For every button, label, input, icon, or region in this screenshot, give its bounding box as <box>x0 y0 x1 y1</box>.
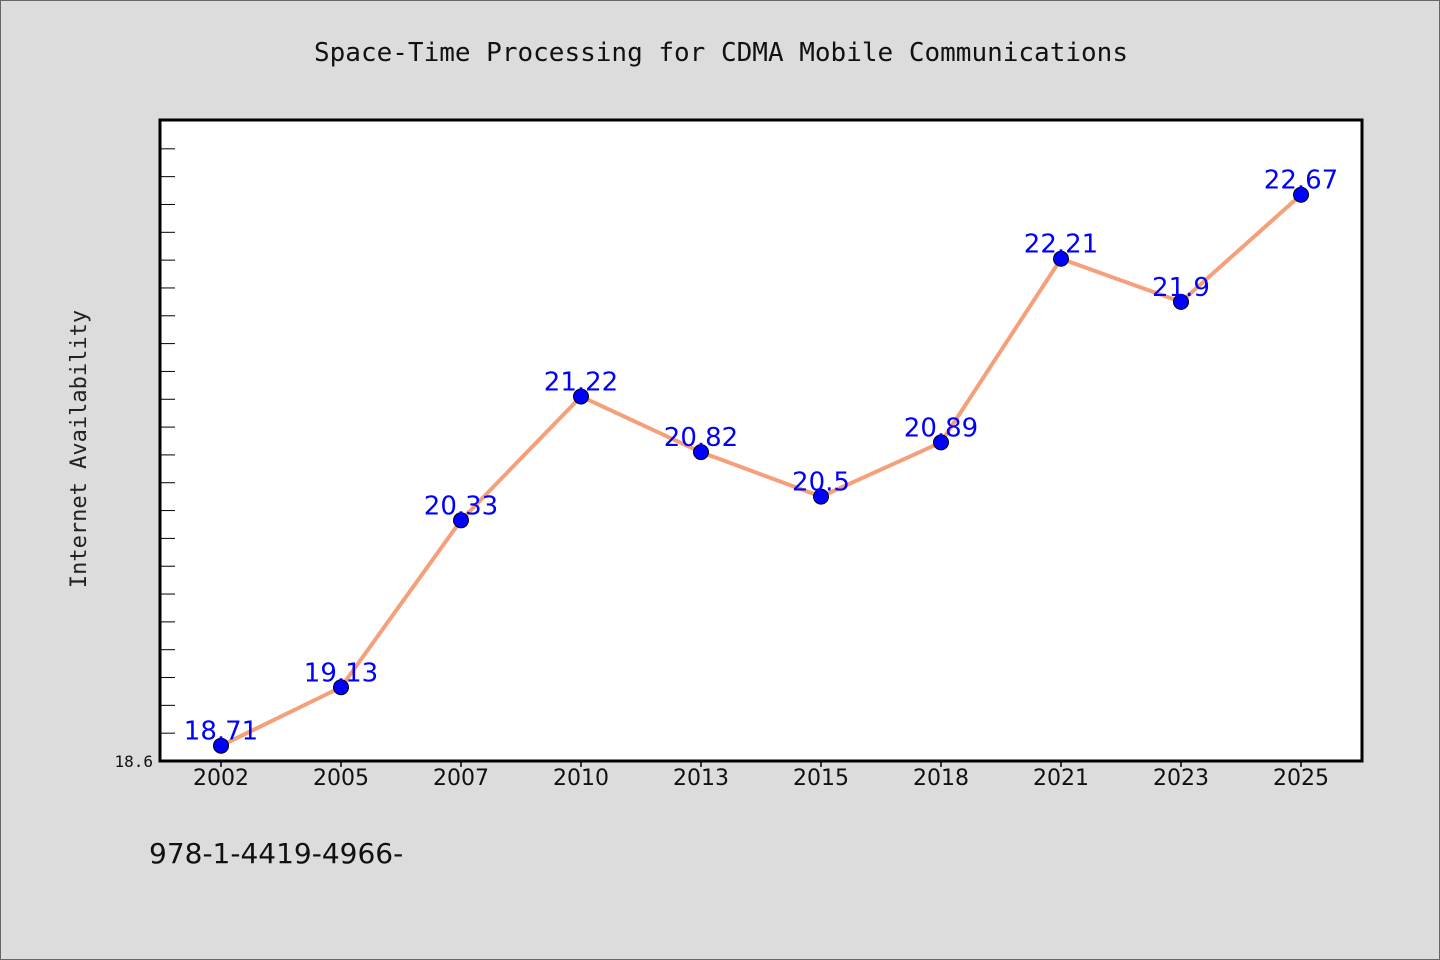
y-axis-label: Internet Availability <box>67 310 92 588</box>
x-tick-label: 2025 <box>1273 766 1329 791</box>
x-tick-label: 2015 <box>793 766 849 791</box>
data-label: 18.71 <box>184 717 258 747</box>
data-point <box>213 737 229 754</box>
series-group <box>213 186 1309 754</box>
x-tick-label: 2005 <box>313 766 369 791</box>
data-point <box>693 444 709 461</box>
x-tick-label: 2002 <box>193 766 249 791</box>
data-label: 20.89 <box>904 413 978 443</box>
x-tick-label: 2010 <box>553 766 609 791</box>
data-point <box>1173 293 1189 310</box>
axis-ticks: 18.6 2002 2005 2007 2010 2013 2015 2018 2021 2023… <box>114 120 1329 791</box>
data-point <box>813 488 829 505</box>
chart-title: Space-Time Processing for CDMA Mobile Co… <box>314 38 1128 68</box>
x-tick-label: 2013 <box>673 766 729 791</box>
data-point <box>1293 186 1309 203</box>
data-label: 22.67 <box>1264 166 1338 196</box>
y-tick-label: 18.6 <box>114 752 153 771</box>
data-point <box>333 679 349 696</box>
plot-area <box>158 118 1364 763</box>
data-point <box>573 388 589 405</box>
data-labels: 18.71 19.13 20.33 21.22 20.82 20.5 20.89 22.21 2… <box>184 166 1338 747</box>
data-label: 21.22 <box>544 367 618 397</box>
series-line <box>220 193 1303 748</box>
data-point <box>1053 250 1069 267</box>
data-label: 22.21 <box>1024 230 1098 260</box>
x-tick-label: 2021 <box>1033 766 1089 791</box>
data-label: 20.33 <box>424 491 498 521</box>
data-label: 20.5 <box>792 468 850 498</box>
x-tick-label: 2007 <box>433 766 489 791</box>
data-point <box>933 434 949 451</box>
data-point <box>453 512 469 529</box>
data-label: 20.82 <box>664 423 738 453</box>
x-tick-label: 2023 <box>1153 766 1209 791</box>
x-tick-label: 2018 <box>913 766 969 791</box>
data-label: 21.9 <box>1152 273 1210 303</box>
data-label: 19.13 <box>304 658 378 688</box>
footnote: 978-1-4419-4966- <box>149 837 403 870</box>
